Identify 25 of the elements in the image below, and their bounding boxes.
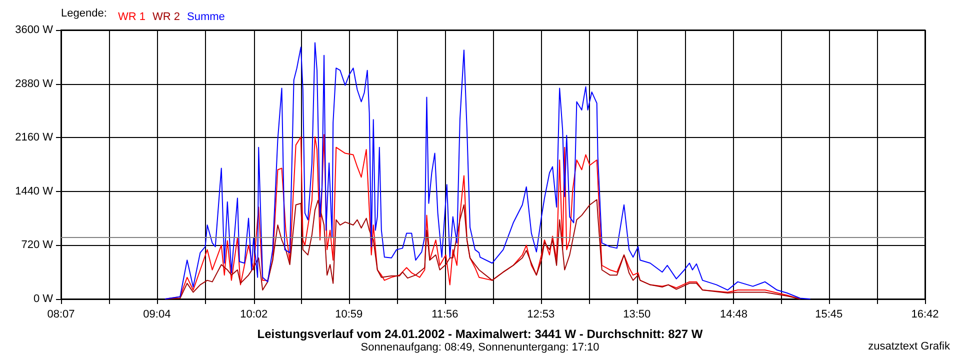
y-tick-label: 2880 W — [15, 78, 54, 90]
y-tick-label: 3600 W — [15, 24, 54, 36]
y-tick-label: 0 W — [33, 293, 54, 305]
x-tick-label: 10:59 — [335, 308, 363, 320]
line-series — [164, 42, 811, 300]
x-tick-label: 16:42 — [911, 308, 939, 320]
x-tick-label: 15:45 — [815, 308, 843, 320]
x-tick-label: 08:07 — [47, 308, 75, 320]
y-tick-label: 1440 W — [15, 185, 54, 198]
y-tick-label: 2160 W — [15, 132, 54, 144]
legend-title: Legende: — [61, 8, 107, 20]
y-tick-label: 720 W — [21, 239, 54, 252]
x-tick-label: 14:48 — [720, 308, 748, 320]
x-tick-label: 12:53 — [527, 308, 555, 320]
x-tick-label: 11:56 — [432, 308, 458, 320]
line-series — [164, 199, 801, 300]
text: zusatztext Grafik — [868, 340, 950, 352]
text: WR 2 — [152, 11, 180, 23]
x-tick-label: 09:04 — [143, 308, 171, 320]
text: Leistungsverlauf vom 24.01.2002 - Maximalwert: 3441 W - Durchschnitt: 827 W — [257, 327, 704, 341]
x-tick-label: 13:50 — [623, 308, 651, 320]
x-tick-label: 10:02 — [240, 308, 268, 320]
text: Summe — [187, 11, 225, 23]
text: Sonnenaufgang: 08:49, Sonnenuntergang: 17:10 — [360, 342, 600, 354]
text: WR 1 — [118, 11, 146, 23]
